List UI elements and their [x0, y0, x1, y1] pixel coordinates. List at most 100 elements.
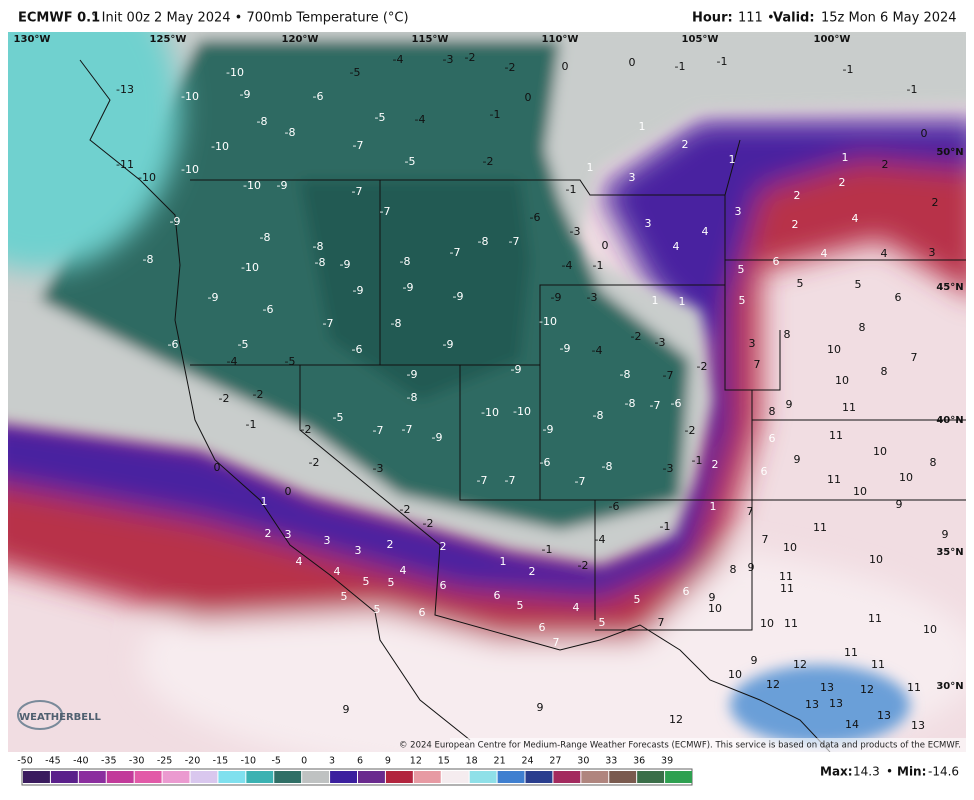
temperature-label: 2 — [682, 138, 689, 151]
temperature-label: 9 — [343, 703, 350, 716]
temperature-label: 9 — [942, 528, 949, 541]
temperature-label: 7 — [762, 533, 769, 546]
temperature-label: 10 — [873, 445, 887, 458]
temperature-label: -4 — [595, 533, 606, 546]
temperature-label: -5 — [405, 155, 416, 168]
temperature-label: -3 — [655, 336, 666, 349]
temperature-label: -3 — [587, 291, 598, 304]
temperature-label: 11 — [907, 681, 921, 694]
temperature-label: -2 — [301, 423, 312, 436]
temperature-label: -1 — [490, 108, 501, 121]
colorbar-swatch — [134, 771, 162, 783]
temperature-label: 0 — [629, 56, 636, 69]
temperature-label: 2 — [265, 527, 272, 540]
latitude-label: 30°N — [936, 681, 963, 692]
temperature-label: 13 — [820, 681, 834, 694]
colorbar-swatch — [218, 771, 246, 783]
colorbar-swatch — [274, 771, 302, 783]
separator: • — [886, 765, 893, 779]
temperature-label: 4 — [881, 247, 888, 260]
temperature-label: -8 — [593, 409, 604, 422]
temperature-label: 0 — [562, 60, 569, 73]
temperature-label: -3 — [443, 53, 454, 66]
temperature-label: 1 — [652, 294, 659, 307]
colorbar-swatch — [609, 771, 637, 783]
temperature-label: 9 — [748, 561, 755, 574]
temperature-label: 6 — [773, 255, 780, 268]
temperature-label: 2 — [932, 196, 939, 209]
temperature-label: -7 — [477, 474, 488, 487]
temperature-label: -8 — [620, 368, 631, 381]
field — [300, 180, 530, 400]
colorbar-swatch — [525, 771, 553, 783]
temperature-label: 4 — [400, 564, 407, 577]
temperature-label: 7 — [658, 616, 665, 629]
temperature-label: 2 — [387, 538, 394, 551]
temperature-label: 0 — [525, 91, 532, 104]
colorbar-tick-label: -50 — [17, 756, 33, 767]
temperature-label: -10 — [211, 140, 229, 153]
temperature-label: 11 — [784, 617, 798, 630]
temperature-label: 8 — [769, 405, 776, 418]
temperature-label: 1 — [261, 495, 268, 508]
temperature-label: 1 — [710, 500, 717, 513]
colorbar-swatch — [23, 771, 50, 783]
temperature-label: 7 — [747, 505, 754, 518]
temperature-label: 1 — [587, 161, 594, 174]
temperature-label: -6 — [540, 456, 551, 469]
temperature-label: -11 — [116, 158, 134, 171]
temperature-label: 10 — [760, 617, 774, 630]
temperature-label: -1 — [843, 63, 854, 76]
colorbar-tick-label: -10 — [241, 756, 257, 767]
temperature-label: 4 — [573, 601, 580, 614]
temperature-label: -4 — [393, 53, 404, 66]
temperature-label: -9 — [443, 338, 454, 351]
temperature-label: 11 — [871, 658, 885, 671]
colorbar-swatch — [497, 771, 525, 783]
min-label: Min: — [897, 765, 926, 779]
temperature-label: 1 — [842, 151, 849, 164]
valid-label: Valid: — [773, 11, 815, 26]
temperature-label: 3 — [749, 337, 756, 350]
temperature-label: 5 — [374, 603, 381, 616]
max: 14.3 — [853, 765, 880, 779]
temperature-label: -6 — [313, 90, 324, 103]
temperature-label: 4 — [673, 240, 680, 253]
temperature-label: 3 — [355, 544, 362, 557]
temperature-label: -5 — [333, 411, 344, 424]
temperature-label: -8 — [478, 235, 489, 248]
temperature-label: -7 — [663, 369, 674, 382]
temperature-label: 1 — [500, 555, 507, 568]
temperature-label: -8 — [407, 391, 418, 404]
temperature-label: -7 — [509, 235, 520, 248]
map: 130°W 125°W 120°W 115°W 110°W 105°W 100°W 50°N 4… — [8, 32, 966, 752]
temperature-label: 13 — [877, 709, 891, 722]
temperature-label: 5 — [341, 590, 348, 603]
longitude-label: 105°W — [682, 34, 719, 45]
temperature-label: 9 — [794, 453, 801, 466]
border-line — [379, 180, 753, 631]
temperature-label: 4 — [702, 225, 709, 238]
temperature-label: -10 — [539, 315, 557, 328]
colorbar-tick-label: -30 — [129, 756, 145, 767]
temperature-label: -10 — [513, 405, 531, 418]
colorbar-tick-label: 0 — [301, 756, 307, 767]
temperature-label: 7 — [754, 358, 761, 371]
temperature-label: 0 — [285, 485, 292, 498]
temperature-label: -9 — [240, 88, 251, 101]
temperature-label: -7 — [353, 139, 364, 152]
border-line — [725, 259, 966, 501]
temperature-label: 9 — [751, 654, 758, 667]
temperature-label: 3 — [285, 528, 292, 541]
colorbar-swatch — [246, 771, 274, 783]
colorbar-tick-label: 36 — [633, 756, 645, 767]
temperature-label: -4 — [227, 355, 238, 368]
temperature-label: 6 — [539, 621, 546, 634]
temperature-label: 4 — [852, 212, 859, 225]
temperature-label: -13 — [116, 83, 134, 96]
temperature-label: 5 — [739, 294, 746, 307]
temperature-label: -10 — [226, 66, 244, 79]
temperature-label: -2 — [697, 360, 708, 373]
